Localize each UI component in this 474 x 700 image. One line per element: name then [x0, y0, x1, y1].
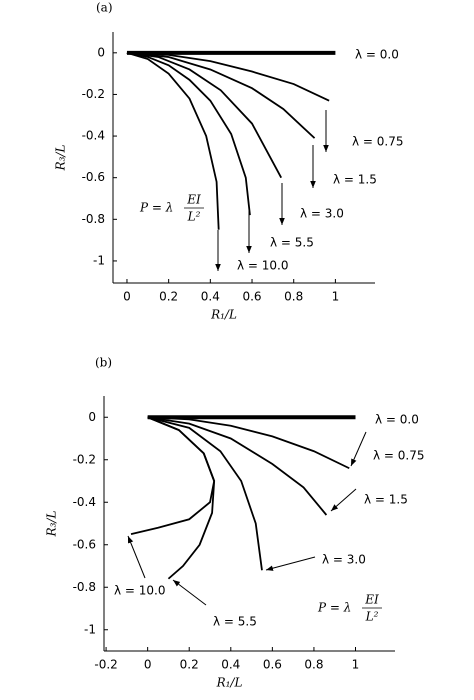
y-tick-label: -0.2	[82, 87, 105, 101]
x-tick-label: -0.2	[94, 658, 117, 672]
x-axis-label: R₁/L	[216, 676, 243, 690]
curve-label: λ = 10.0	[237, 259, 289, 273]
curve-label: λ = 5.5	[213, 615, 257, 629]
x-tick-label: 0.8	[304, 658, 323, 672]
x-axis-label: R₁/L	[210, 308, 237, 322]
y-tick-label: 0	[97, 45, 105, 59]
curve-label: λ = 0.0	[375, 413, 419, 427]
y-tick-label: -1	[84, 622, 96, 636]
x-tick-label: 0.6	[242, 290, 261, 304]
y-tick-label: -1	[93, 253, 105, 267]
curve-label: λ = 0.75	[352, 135, 404, 149]
curve-label: λ = 5.5	[270, 236, 314, 250]
curve-label: λ = 10.0	[114, 584, 166, 598]
arrow	[265, 556, 316, 571]
x-tick-label: 0.8	[284, 290, 303, 304]
x-tick-label: 0.2	[180, 658, 199, 672]
y-tick-label: -0.6	[73, 537, 96, 551]
x-tick-label: 0.2	[159, 290, 178, 304]
x-tick-label: 0.4	[201, 290, 220, 304]
curve	[147, 416, 328, 516]
formula-num: EI	[186, 193, 201, 207]
formula-den: L²	[365, 610, 379, 624]
curve	[147, 416, 350, 470]
y-tick-label: -0.4	[82, 129, 105, 143]
y-tick-label: 0	[88, 410, 96, 424]
curve	[147, 416, 216, 580]
formula-num: EI	[364, 593, 379, 607]
curve-label: λ = 1.5	[364, 493, 408, 507]
curve-label: λ = 1.5	[333, 173, 377, 187]
curve	[126, 51, 282, 179]
arrow	[330, 488, 357, 512]
curve-label: λ = 0.0	[355, 48, 399, 62]
curve	[130, 416, 216, 536]
panel-label: (b)	[95, 356, 112, 370]
x-tick-label: 1	[352, 658, 360, 672]
y-tick-label: -0.2	[73, 452, 96, 466]
formula-lhs: P = λ	[317, 601, 351, 615]
arrow	[172, 579, 207, 606]
formula-lhs: P = λ	[139, 201, 173, 215]
x-tick-label: 0.6	[263, 658, 282, 672]
y-tick-label: -0.8	[82, 212, 105, 226]
panel-label: (a)	[96, 1, 113, 15]
arrow	[127, 535, 146, 579]
curve	[126, 51, 220, 230]
arrow	[350, 431, 367, 467]
x-tick-label: 0	[123, 290, 131, 304]
curve	[126, 51, 251, 216]
curve-label: λ = 0.75	[373, 449, 425, 463]
curve	[126, 51, 316, 139]
y-axis-label: R₃/L	[45, 511, 59, 538]
x-tick-label: 0.4	[221, 658, 240, 672]
x-tick-label: 1	[332, 290, 340, 304]
curve	[126, 51, 330, 102]
curve	[147, 416, 263, 571]
y-tick-label: -0.8	[73, 580, 96, 594]
formula-den: L²	[187, 210, 201, 224]
x-tick-label: 0	[144, 658, 152, 672]
y-tick-label: -0.4	[73, 495, 96, 509]
curve-label: λ = 3.0	[300, 207, 344, 221]
curve-label: λ = 3.0	[322, 553, 366, 567]
y-axis-label: R₃/L	[54, 145, 68, 172]
y-tick-label: -0.6	[82, 170, 105, 184]
